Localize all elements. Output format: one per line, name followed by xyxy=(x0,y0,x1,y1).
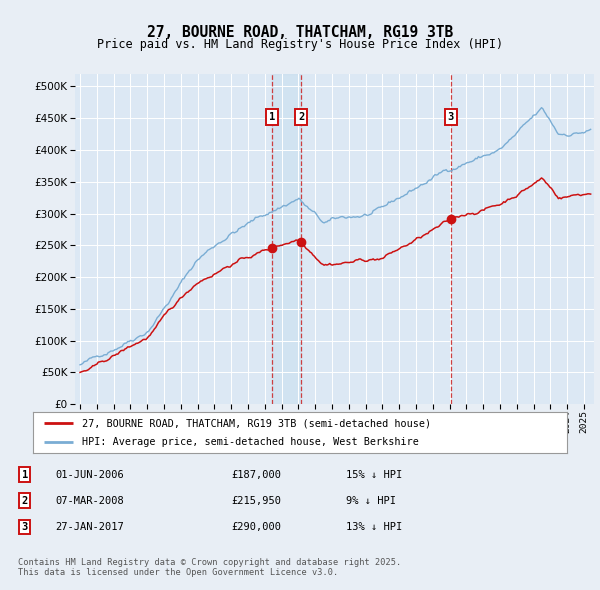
Text: 1: 1 xyxy=(269,112,275,122)
Text: 3: 3 xyxy=(22,522,28,532)
Text: £215,950: £215,950 xyxy=(231,496,281,506)
Text: 9% ↓ HPI: 9% ↓ HPI xyxy=(346,496,396,506)
Text: 27-JAN-2017: 27-JAN-2017 xyxy=(55,522,124,532)
Text: 1: 1 xyxy=(22,470,28,480)
Text: £187,000: £187,000 xyxy=(231,470,281,480)
Text: Contains HM Land Registry data © Crown copyright and database right 2025.
This d: Contains HM Land Registry data © Crown c… xyxy=(18,558,401,577)
Bar xyxy=(272,74,301,404)
Text: 15% ↓ HPI: 15% ↓ HPI xyxy=(346,470,403,480)
Text: Price paid vs. HM Land Registry's House Price Index (HPI): Price paid vs. HM Land Registry's House … xyxy=(97,38,503,51)
Text: 07-MAR-2008: 07-MAR-2008 xyxy=(55,496,124,506)
Text: 27, BOURNE ROAD, THATCHAM, RG19 3TB: 27, BOURNE ROAD, THATCHAM, RG19 3TB xyxy=(147,25,453,40)
Text: £290,000: £290,000 xyxy=(231,522,281,532)
Text: 2: 2 xyxy=(298,112,305,122)
Text: HPI: Average price, semi-detached house, West Berkshire: HPI: Average price, semi-detached house,… xyxy=(82,437,419,447)
Text: 01-JUN-2006: 01-JUN-2006 xyxy=(55,470,124,480)
Text: 27, BOURNE ROAD, THATCHAM, RG19 3TB (semi-detached house): 27, BOURNE ROAD, THATCHAM, RG19 3TB (sem… xyxy=(82,418,431,428)
Text: 2: 2 xyxy=(22,496,28,506)
Text: 13% ↓ HPI: 13% ↓ HPI xyxy=(346,522,403,532)
Text: 3: 3 xyxy=(448,112,454,122)
